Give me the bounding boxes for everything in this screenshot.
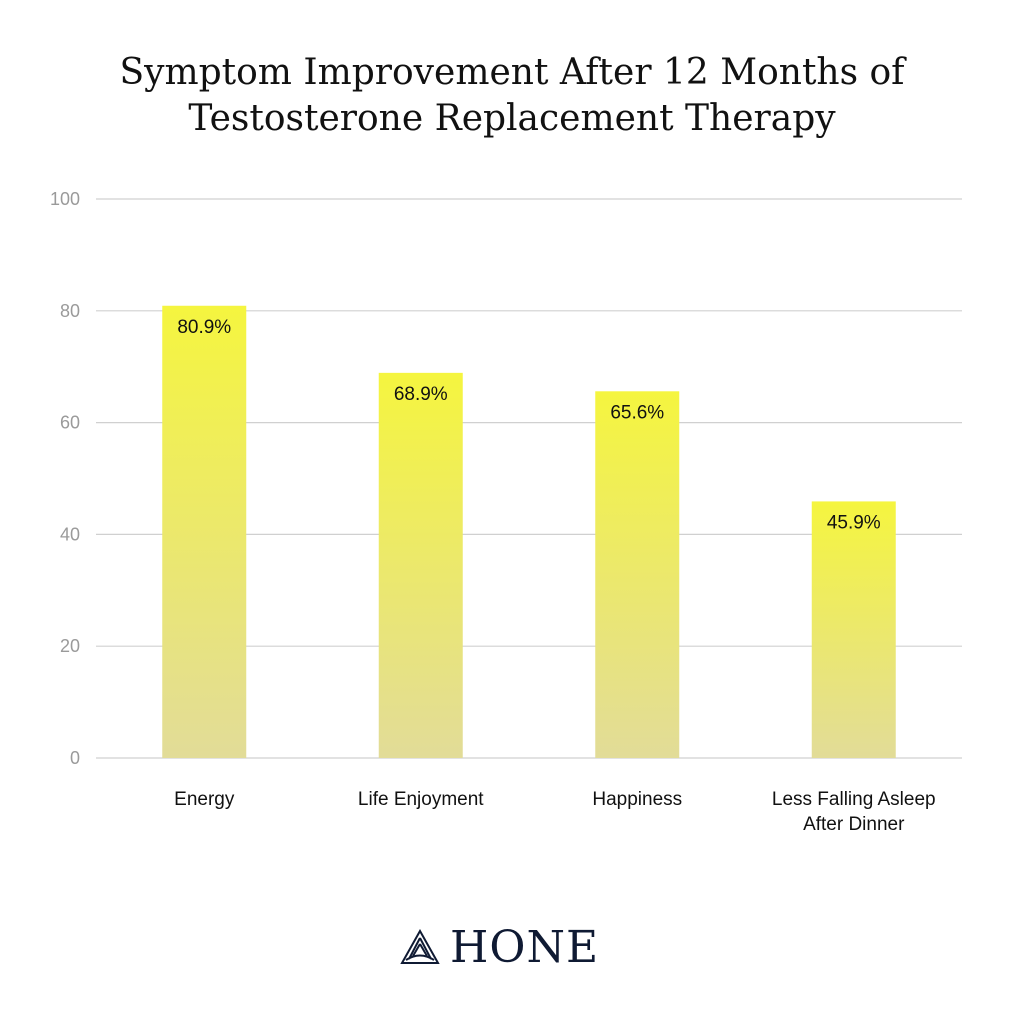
chart-title-line-2: Testosterone Replacement Therapy bbox=[188, 98, 836, 139]
y-tick-label: 0 bbox=[70, 748, 80, 768]
hone-logo: HONE bbox=[400, 921, 600, 973]
bar bbox=[595, 391, 680, 758]
bar-chart: 0 20 40 60 80 100 80.9% 68.9% 65.6% 45.9% Energy… bbox=[50, 189, 962, 835]
mountain-logo-icon bbox=[400, 929, 440, 964]
y-tick-label: 40 bbox=[60, 524, 80, 544]
y-tick-label: 80 bbox=[60, 301, 80, 321]
x-category-label: Happiness bbox=[592, 789, 682, 810]
bar bbox=[378, 372, 463, 758]
y-tick-label: 20 bbox=[60, 636, 80, 656]
x-category-label: After Dinner bbox=[803, 814, 905, 835]
bar-value-label: 80.9% bbox=[177, 317, 231, 338]
x-category-label: Energy bbox=[174, 789, 235, 810]
chart-title: Symptom Improvement After 12 Months of T… bbox=[0, 50, 1024, 142]
bar-value-label: 65.6% bbox=[610, 402, 664, 423]
bars bbox=[162, 305, 896, 758]
x-category-label: Less Falling Asleep bbox=[772, 789, 936, 810]
bar-value-label: 68.9% bbox=[394, 384, 448, 405]
chart-title-line-1: Symptom Improvement After 12 Months of bbox=[119, 52, 905, 93]
x-axis-categories: Energy Life Enjoyment Happiness Less Fallin… bbox=[174, 789, 935, 835]
y-tick-label: 60 bbox=[60, 413, 80, 433]
brand-wordmark: HONE bbox=[450, 921, 600, 973]
y-tick-label: 100 bbox=[50, 189, 80, 209]
bar-value-label: 45.9% bbox=[827, 512, 881, 533]
data-labels: 80.9% 68.9% 65.6% 45.9% bbox=[177, 317, 880, 534]
bar bbox=[811, 501, 896, 758]
bar bbox=[162, 305, 247, 758]
y-axis-ticks: 0 20 40 60 80 100 bbox=[50, 189, 80, 768]
x-category-label: Life Enjoyment bbox=[358, 789, 484, 810]
